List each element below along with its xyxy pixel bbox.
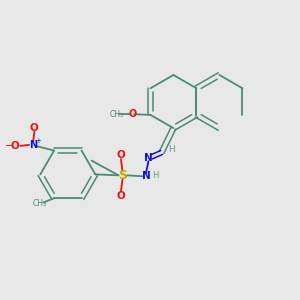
Text: +: +: [35, 138, 41, 144]
Text: O: O: [30, 123, 39, 133]
Text: −: −: [5, 141, 15, 151]
Text: N: N: [29, 140, 37, 150]
Text: O: O: [11, 141, 20, 151]
Text: CH₃: CH₃: [110, 110, 124, 119]
Text: S: S: [118, 169, 127, 182]
Text: O: O: [117, 150, 125, 160]
Text: O: O: [117, 190, 125, 201]
Text: N: N: [142, 171, 150, 181]
Text: H: H: [152, 171, 158, 180]
Text: CH₃: CH₃: [33, 199, 47, 208]
Text: H: H: [168, 146, 175, 154]
Text: O: O: [128, 109, 137, 119]
Text: N: N: [144, 153, 153, 163]
